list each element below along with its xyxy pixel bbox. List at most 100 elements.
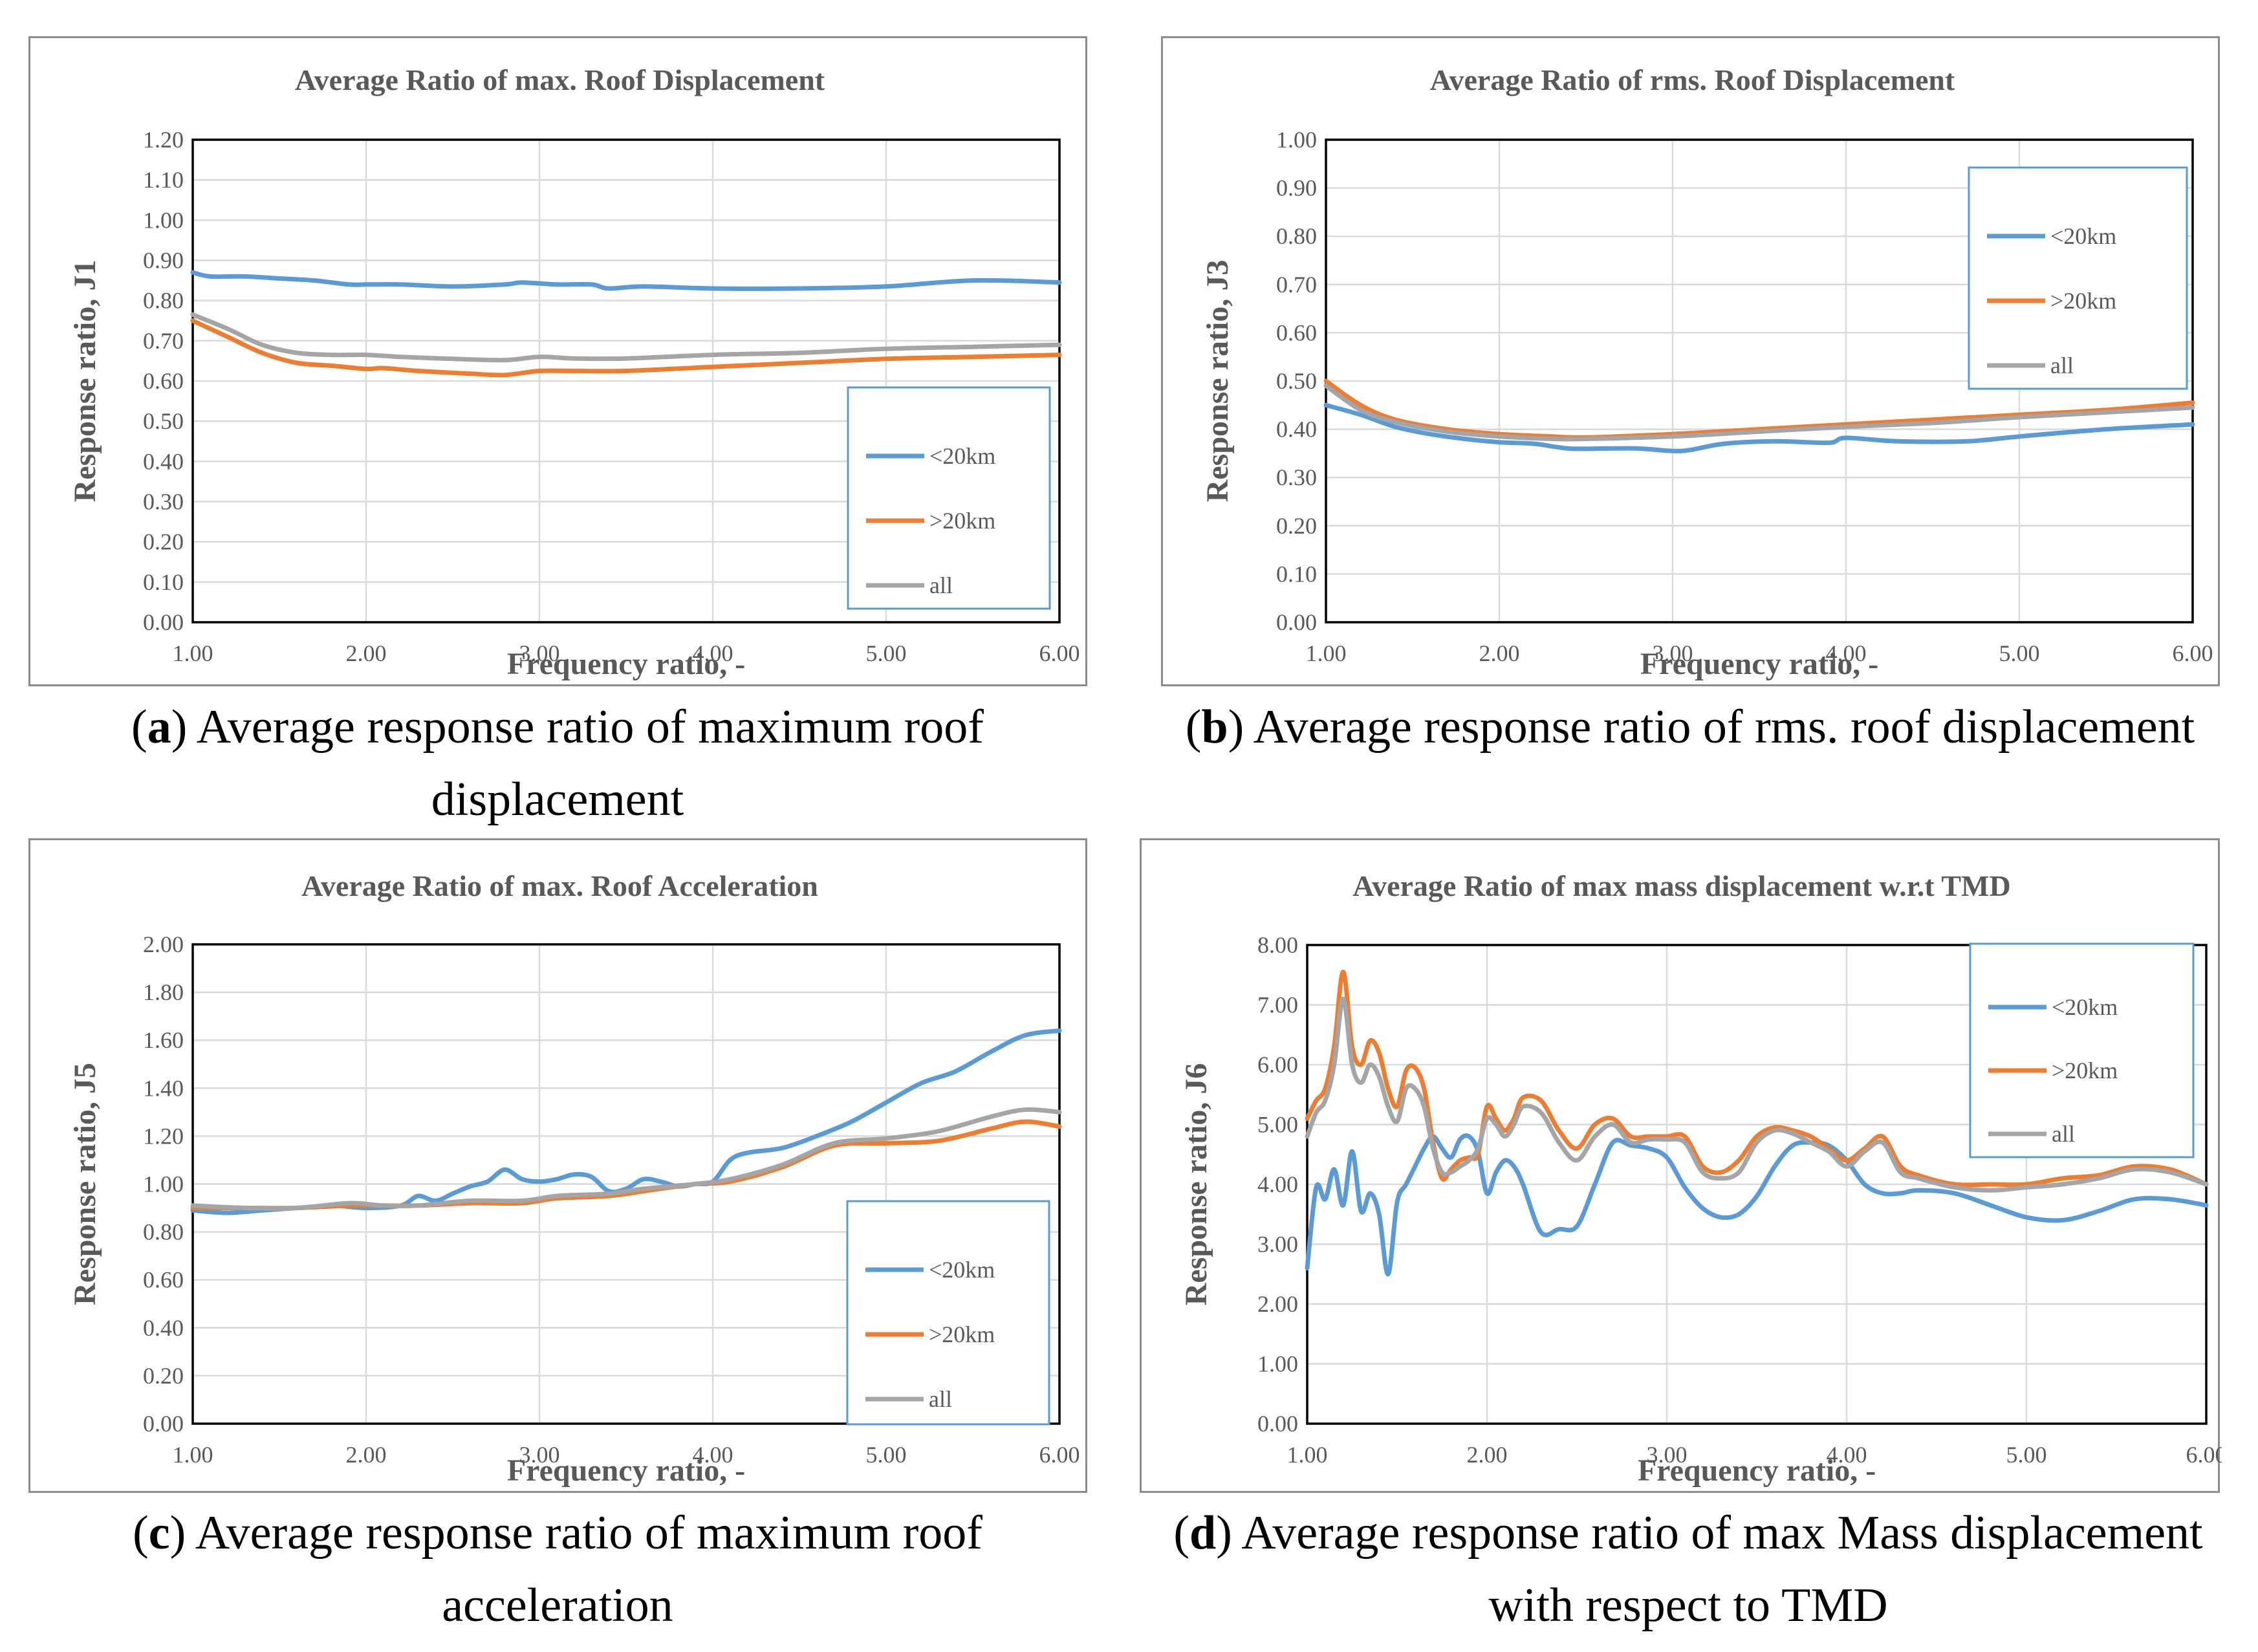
chart-panel-d: Average Ratio of max mass displacement w… [1140, 838, 2222, 1493]
caption-c-text: Average response ratio of maximum roof a… [195, 1506, 982, 1632]
y-tick-label: 0.70 [1276, 272, 1317, 298]
legend-label-0: <20km [2052, 994, 2118, 1020]
y-tick-label: 0.80 [143, 288, 184, 314]
x-tick-label: 6.00 [2186, 1442, 2222, 1468]
series-line-1 [190, 1119, 1062, 1211]
chart-b: Average Ratio of rms. Roof Displacement 0… [1200, 63, 2213, 681]
y-axis-title: Response ratio, J3 [1200, 260, 1235, 503]
x-axis-title: Frequency ratio, - [507, 647, 745, 681]
x-tick-label: 5.00 [2006, 1442, 2047, 1468]
y-tick-label: 0.60 [143, 1267, 184, 1293]
y-tick-label: 0.10 [1276, 561, 1317, 587]
caption-d-text: Average response ratio of max Mass displ… [1241, 1506, 2203, 1632]
x-tick-label: 2.00 [1467, 1442, 1508, 1468]
y-tick-label: 1.00 [143, 207, 184, 233]
chart-panel-c: Average Ratio of max. Roof Acceleration 0… [28, 838, 1087, 1493]
chart-title: Average Ratio of rms. Roof Displacement [1430, 63, 1955, 96]
x-axis-title: Frequency ratio, - [1640, 647, 1878, 681]
y-tick-label: 0.40 [143, 448, 184, 474]
x-tick-label: 6.00 [1039, 640, 1080, 666]
x-tick-label: 6.00 [1039, 1442, 1080, 1468]
y-axis-title: Response ratio, J6 [1179, 1063, 1213, 1306]
y-tick-label: 6.00 [1257, 1052, 1298, 1078]
x-tick-label: 4.00 [1827, 1442, 1867, 1468]
series-line-0 [1323, 402, 2195, 453]
y-tick-label: 1.80 [143, 979, 184, 1005]
chart-title: Average Ratio of max. Roof Acceleration [301, 869, 818, 902]
y-tick-label: 0.40 [1276, 417, 1317, 442]
legend-box [1968, 166, 2188, 390]
y-tick-label: 1.40 [143, 1075, 184, 1101]
series-line-1 [1323, 378, 2195, 440]
caption-b-text: Average response ratio of rms. roof disp… [1253, 701, 2195, 754]
x-tick-label: 5.00 [1999, 640, 2040, 666]
y-tick-label: 5.00 [1257, 1112, 1298, 1138]
y-tick-label: 0.30 [1276, 464, 1317, 490]
chart-title: Average Ratio of max. Roof Displacement [295, 63, 825, 96]
chart-c: Average Ratio of max. Roof Acceleration 0… [68, 869, 1080, 1488]
y-tick-label: 1.00 [1257, 1351, 1298, 1377]
y-tick-label: 7.00 [1257, 992, 1298, 1018]
y-tick-label: 0.80 [143, 1219, 184, 1245]
x-tick-label: 1.00 [1287, 1442, 1328, 1468]
caption-c-letter: c [148, 1506, 170, 1560]
caption-a-text: Average response ratio of maximum roof d… [196, 701, 984, 826]
y-tick-label: 3.00 [1257, 1232, 1298, 1257]
y-tick-label: 1.10 [143, 167, 184, 193]
legend-box [846, 1200, 1050, 1426]
x-axis-title: Frequency ratio, - [507, 1453, 745, 1488]
legend-label-2: all [2050, 353, 2074, 378]
legend-label-0: <20km [929, 1257, 995, 1283]
y-tick-label: 0.90 [143, 248, 184, 274]
caption-d-letter: d [1189, 1506, 1217, 1560]
caption-a-letter: a [147, 701, 171, 754]
chart-panel-a: Average Ratio of max. Roof Displacement 0… [28, 36, 1087, 686]
y-tick-label: 1.20 [143, 127, 184, 153]
legend-label-1: >20km [2050, 288, 2116, 314]
x-axis-title: Frequency ratio, - [1638, 1453, 1876, 1488]
y-tick-label: 2.00 [1257, 1291, 1298, 1317]
y-tick-label: 0.70 [143, 328, 184, 354]
y-tick-label: 0.20 [1276, 513, 1317, 539]
y-tick-label: 0.20 [143, 529, 184, 555]
chart-d: Average Ratio of max mass displacement w… [1179, 869, 2222, 1488]
legend-label-2: all [929, 1386, 952, 1412]
y-tick-label: 0.80 [1276, 223, 1317, 249]
legend-label-0: <20km [2050, 223, 2116, 249]
x-tick-label: 3.00 [1653, 640, 1693, 666]
y-tick-label: 2.00 [143, 931, 184, 957]
x-tick-label: 1.00 [173, 1442, 213, 1468]
y-tick-label: 0.50 [1276, 368, 1317, 394]
x-tick-label: 3.00 [519, 1442, 560, 1468]
y-axis-title: Response ratio, J1 [68, 260, 102, 503]
x-tick-label: 2.00 [346, 1442, 387, 1468]
x-tick-label: 5.00 [866, 1442, 907, 1468]
caption-d: (d) Average response ratio of max Mass d… [1173, 1506, 2203, 1632]
legend-label-1: >20km [2052, 1058, 2118, 1083]
x-tick-label: 2.00 [346, 640, 387, 666]
legend-label-1: >20km [929, 508, 995, 534]
y-tick-label: 1.00 [143, 1171, 184, 1197]
chart-panel-b: Average Ratio of rms. Roof Displacement 0… [1161, 36, 2220, 686]
y-tick-label: 8.00 [1257, 932, 1298, 958]
x-tick-label: 1.00 [173, 640, 213, 666]
x-tick-label: 4.00 [1826, 640, 1867, 666]
y-tick-label: 0.00 [1257, 1411, 1298, 1437]
y-tick-label: 0.90 [1276, 175, 1317, 201]
series-line-1 [190, 318, 1062, 378]
x-tick-label: 4.00 [693, 640, 733, 666]
y-tick-label: 1.00 [1276, 127, 1317, 153]
legend-label-0: <20km [929, 443, 995, 469]
y-tick-label: 0.60 [1276, 320, 1317, 345]
caption-b-letter: b [1201, 701, 1228, 754]
y-tick-label: 0.20 [143, 1363, 184, 1389]
series-line-2 [190, 1107, 1062, 1211]
chart-a: Average Ratio of max. Roof Displacement 0… [68, 63, 1080, 681]
x-tick-label: 6.00 [2173, 640, 2213, 666]
legend-label-1: >20km [929, 1321, 995, 1347]
y-tick-label: 0.30 [143, 489, 184, 515]
plot-area-frame [191, 943, 1061, 1425]
y-tick-label: 0.60 [143, 368, 184, 394]
y-tick-label: 0.00 [143, 1411, 184, 1437]
y-tick-label: 0.00 [1276, 609, 1317, 635]
